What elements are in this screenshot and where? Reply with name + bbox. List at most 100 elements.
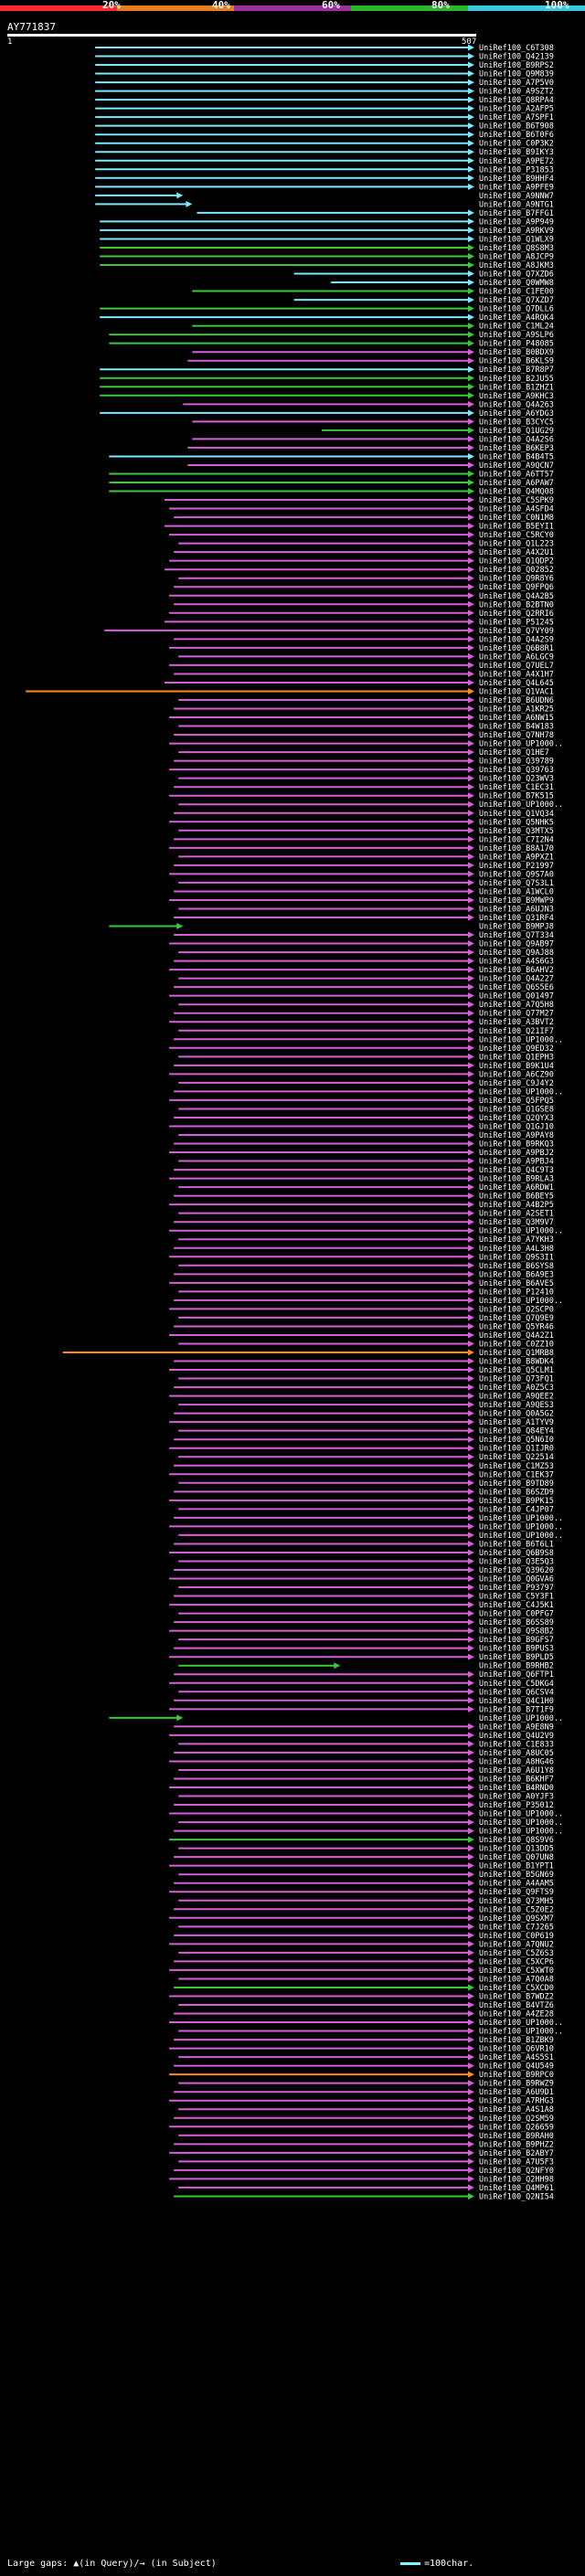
hit-label[interactable]: UniRef100_B4RND0 [479, 1784, 554, 1793]
hit-label[interactable]: UniRef100_UP1000.. [479, 2019, 563, 2028]
hit-label[interactable]: UniRef100_A6TT57 [479, 470, 554, 479]
hit-label[interactable]: UniRef100_A9QEE2 [479, 1393, 554, 1402]
hit-label[interactable]: UniRef100_B2ABY7 [479, 2149, 554, 2158]
hit-label[interactable]: UniRef100_B6KEP3 [479, 444, 554, 453]
hit-label[interactable]: UniRef100_B9RKQ3 [479, 1140, 554, 1150]
hit-label[interactable]: UniRef100_A9P949 [479, 217, 554, 227]
hit-label[interactable]: UniRef100_Q2NFY0 [479, 2167, 554, 2176]
hit-label[interactable]: UniRef100_A7Q0A8 [479, 1975, 554, 1984]
hit-label[interactable]: UniRef100_B4W183 [479, 723, 554, 732]
hit-label[interactable]: UniRef100_A4S1A8 [479, 2105, 554, 2115]
hit-label[interactable]: UniRef100_Q26659 [479, 2123, 554, 2132]
hit-label[interactable]: UniRef100_C1FE00 [479, 288, 554, 297]
hit-label[interactable]: UniRef100_Q4MQ08 [479, 488, 554, 497]
hit-label[interactable]: UniRef100_B8WDK4 [479, 1358, 554, 1367]
hit-label[interactable]: UniRef100_B9RHB2 [479, 1662, 554, 1671]
hit-label[interactable]: UniRef100_Q7DLL6 [479, 305, 554, 314]
hit-label[interactable]: UniRef100_A9E8N9 [479, 1723, 554, 1732]
hit-label[interactable]: UniRef100_B9TD89 [479, 1479, 554, 1489]
hit-label[interactable]: UniRef100_A8HG46 [479, 1757, 554, 1766]
hit-label[interactable]: UniRef100_Q2RRI6 [479, 610, 554, 619]
hit-label[interactable]: UniRef100_B5EYI1 [479, 523, 554, 532]
hit-label[interactable]: UniRef100_A4S6G3 [479, 958, 554, 967]
hit-label[interactable]: UniRef100_A6RDW1 [479, 1183, 554, 1193]
hit-label[interactable]: UniRef100_A9QCN7 [479, 461, 554, 471]
hit-label[interactable]: UniRef100_C1ML24 [479, 323, 554, 332]
hit-label[interactable]: UniRef100_A6LGC9 [479, 652, 554, 662]
hit-label[interactable]: UniRef100_A7U5F3 [479, 2157, 554, 2167]
hit-label[interactable]: UniRef100_A6U9D1 [479, 2088, 554, 2097]
hit-label[interactable]: UniRef100_C5SPK9 [479, 496, 554, 505]
hit-label[interactable]: UniRef100_Q0A5G2 [479, 1410, 554, 1419]
hit-label[interactable]: UniRef100_Q5YR46 [479, 1322, 554, 1331]
hit-label[interactable]: UniRef100_C1E833 [479, 1740, 554, 1749]
hit-label[interactable]: UniRef100_Q3MTX5 [479, 827, 554, 836]
hit-label[interactable]: UniRef100_Q9S7A0 [479, 870, 554, 879]
hit-label[interactable]: UniRef100_B7WDZ2 [479, 1992, 554, 2001]
hit-label[interactable]: UniRef100_A9RKV9 [479, 227, 554, 236]
hit-label[interactable]: UniRef100_UP1000.. [479, 1810, 563, 1819]
hit-label[interactable]: UniRef100_Q1UG29 [479, 427, 554, 436]
hit-label[interactable]: UniRef100_Q31RF4 [479, 914, 554, 923]
hit-label[interactable]: UniRef100_A7SPF1 [479, 113, 554, 122]
hit-label[interactable]: UniRef100_C1EC31 [479, 783, 554, 792]
hit-label[interactable]: UniRef100_Q2QYX3 [479, 1114, 554, 1123]
hit-label[interactable]: UniRef100_B9MPJ8 [479, 923, 554, 932]
hit-label[interactable]: UniRef100_B9IKY3 [479, 148, 554, 157]
hit-label[interactable]: UniRef100_UP1000.. [479, 800, 563, 810]
hit-label[interactable]: UniRef100_Q1L223 [479, 540, 554, 549]
hit-label[interactable]: UniRef100_B4VTZ6 [479, 2001, 554, 2010]
hit-label[interactable]: UniRef100_A6U1Y8 [479, 1766, 554, 1776]
hit-label[interactable]: UniRef100_B6SYS8 [479, 1262, 554, 1271]
hit-label[interactable]: UniRef100_Q9FTS9 [479, 1888, 554, 1897]
hit-label[interactable]: UniRef100_Q5N6I0 [479, 1436, 554, 1445]
hit-label[interactable]: UniRef100_B6KLS9 [479, 357, 554, 366]
hit-label[interactable]: UniRef100_C5Y3F1 [479, 1593, 554, 1602]
hit-label[interactable]: UniRef100_Q4A2B5 [479, 592, 554, 601]
hit-label[interactable]: UniRef100_B7FFG1 [479, 209, 554, 218]
hit-label[interactable]: UniRef100_Q39789 [479, 758, 554, 767]
hit-label[interactable]: UniRef100_Q1QDP2 [479, 557, 554, 567]
hit-label[interactable]: UniRef100_C1MZ53 [479, 1462, 554, 1471]
hit-label[interactable]: UniRef100_B9MWP9 [479, 896, 554, 906]
hit-label[interactable]: UniRef100_C7I2N4 [479, 835, 554, 844]
hit-label[interactable]: UniRef100_A6NW15 [479, 714, 554, 723]
hit-label[interactable]: UniRef100_A8UC05 [479, 1749, 554, 1758]
hit-label[interactable]: UniRef100_Q73FQ1 [479, 1375, 554, 1384]
hit-label[interactable]: UniRef100_Q39620 [479, 1566, 554, 1575]
hit-label[interactable]: UniRef100_Q3E5Q3 [479, 1557, 554, 1566]
hit-label[interactable]: UniRef100_A4RQK4 [479, 313, 554, 323]
hit-label[interactable]: UniRef100_P51245 [479, 618, 554, 627]
hit-label[interactable]: UniRef100_A2SET1 [479, 1210, 554, 1219]
hit-label[interactable]: UniRef100_B6SS89 [479, 1618, 554, 1627]
hit-label[interactable]: UniRef100_C5DKG4 [479, 1680, 554, 1689]
hit-label[interactable]: UniRef100_A9PBJ4 [479, 1158, 554, 1167]
hit-label[interactable]: UniRef100_B6BEY5 [479, 1193, 554, 1202]
hit-label[interactable]: UniRef100_B6AVE5 [479, 1279, 554, 1288]
hit-label[interactable]: UniRef100_Q9FPQ6 [479, 583, 554, 592]
hit-label[interactable]: UniRef100_Q2HH98 [479, 2175, 554, 2184]
hit-label[interactable]: UniRef100_B6AHV2 [479, 966, 554, 975]
hit-label[interactable]: UniRef100_B9PUS3 [479, 1645, 554, 1654]
hit-label[interactable]: UniRef100_UP1000.. [479, 1227, 563, 1236]
hit-label[interactable]: UniRef100_Q0WMW8 [479, 279, 554, 288]
hit-label[interactable]: UniRef100_C5RCY0 [479, 531, 554, 540]
hit-label[interactable]: UniRef100_B0BDX9 [479, 348, 554, 357]
hit-label[interactable]: UniRef100_Q02852 [479, 566, 554, 575]
hit-label[interactable]: UniRef100_Q4C9T3 [479, 1166, 554, 1175]
hit-label[interactable]: UniRef100_A6YDG3 [479, 409, 554, 419]
hit-label[interactable]: UniRef100_P12410 [479, 1288, 554, 1297]
hit-label[interactable]: UniRef100_Q6FTP1 [479, 1670, 554, 1680]
hit-label[interactable]: UniRef100_UP1000.. [479, 1087, 563, 1097]
hit-label[interactable]: UniRef100_A9NNW7 [479, 192, 554, 201]
hit-label[interactable]: UniRef100_Q1GSE8 [479, 1105, 554, 1114]
hit-label[interactable]: UniRef100_P48085 [479, 340, 554, 349]
hit-label[interactable]: UniRef100_B7R8P7 [479, 366, 554, 375]
hit-label[interactable]: UniRef100_B6T0F6 [479, 131, 554, 140]
hit-label[interactable]: UniRef100_A6UJN3 [479, 905, 554, 914]
hit-label[interactable]: UniRef100_Q9S3I1 [479, 1253, 554, 1262]
hit-label[interactable]: UniRef100_P21997 [479, 862, 554, 871]
hit-label[interactable]: UniRef100_C0P619 [479, 1932, 554, 1941]
hit-label[interactable]: UniRef100_A9PAY8 [479, 1131, 554, 1140]
hit-label[interactable]: UniRef100_B9RAH0 [479, 2132, 554, 2141]
